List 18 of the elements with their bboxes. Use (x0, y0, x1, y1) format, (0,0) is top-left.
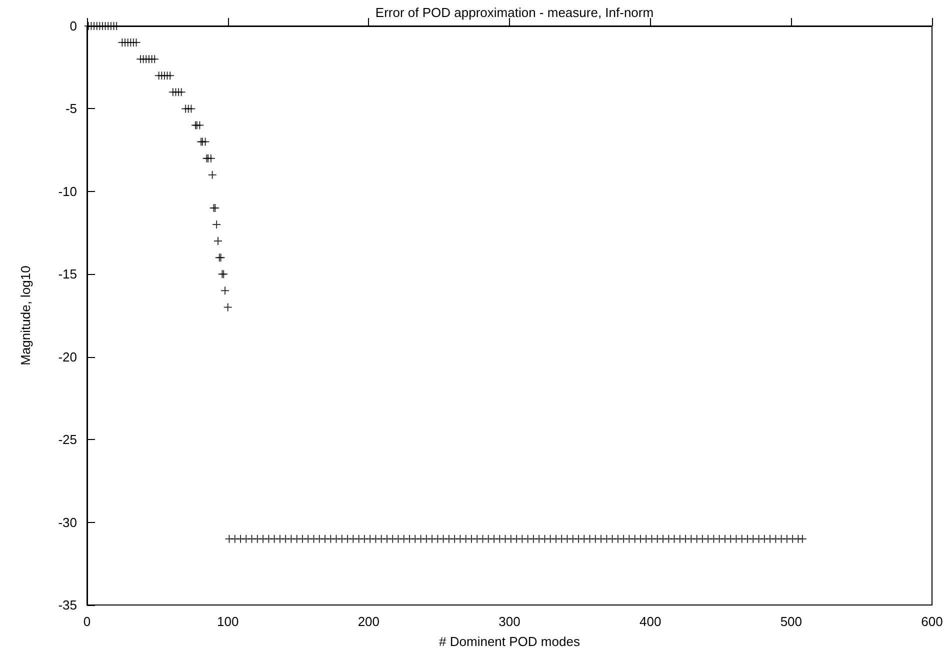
y-tick-label: -10 (58, 184, 77, 199)
chart-title: Error of POD approximation - measure, Inf-norm (375, 5, 654, 20)
y-tick-label: -15 (58, 266, 77, 282)
x-tick-label: 500 (780, 614, 802, 629)
x-tick-label: 400 (639, 614, 662, 629)
x-axis-title: # Dominent POD modes (439, 634, 580, 649)
y-tick-label: -20 (58, 349, 77, 364)
x-tick-label: 0 (83, 614, 91, 629)
x-tick-label: 200 (358, 614, 380, 629)
y-tick-label: -35 (58, 598, 77, 612)
x-tick-label: 100 (216, 614, 239, 629)
x-tick-label: 600 (921, 614, 943, 629)
y-tick-label: -5 (65, 101, 77, 116)
y-tick-label: -30 (58, 514, 77, 530)
y-axis-title: Magnitude, log10 (18, 266, 33, 366)
x-tick-label: 300 (498, 614, 520, 629)
y-tick-label: 0 (70, 18, 77, 34)
y-tick-label: -25 (58, 432, 77, 448)
